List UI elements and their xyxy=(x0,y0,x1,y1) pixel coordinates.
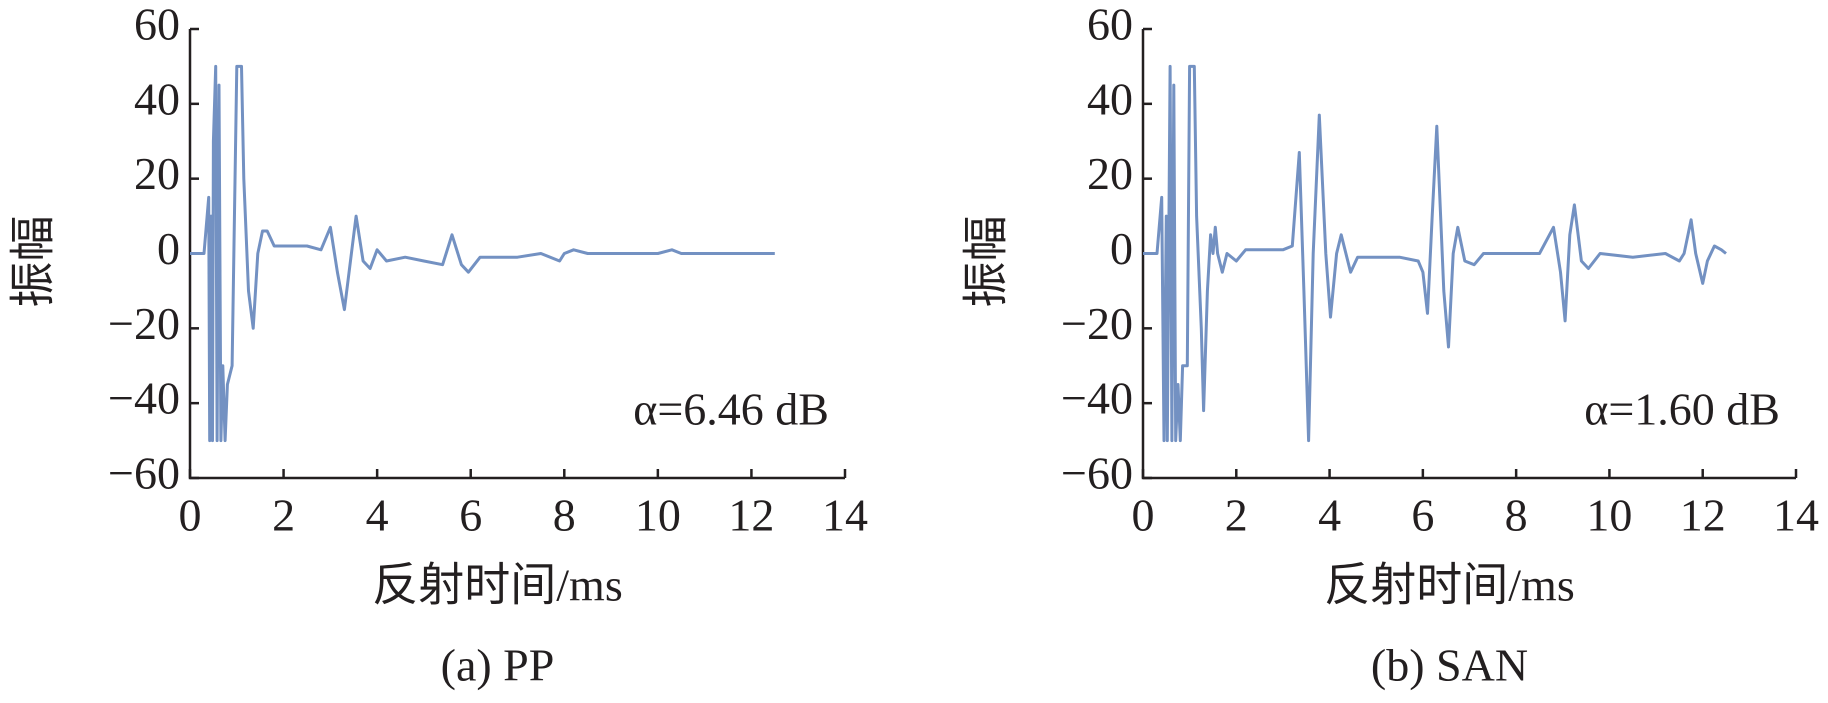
y-tick-label: 0 xyxy=(157,223,180,274)
y-axis-label: 振幅 xyxy=(8,216,59,308)
x-tick-label: 10 xyxy=(635,490,681,541)
y-tick-label: −20 xyxy=(1061,298,1133,349)
x-tick-label: 14 xyxy=(1773,490,1819,541)
x-axis-label: 反射时间/ms xyxy=(372,560,622,611)
x-tick-label: 6 xyxy=(459,490,482,541)
caption: (b) SAN xyxy=(1371,640,1528,691)
y-tick-label: −40 xyxy=(1061,373,1133,424)
y-tick-label: 20 xyxy=(1087,148,1133,199)
x-tick-label: 0 xyxy=(1132,490,1155,541)
y-tick-label: 60 xyxy=(134,0,180,50)
y-tick-label: −40 xyxy=(108,373,180,424)
x-tick-label: 2 xyxy=(1225,490,1248,541)
y-tick-label: 60 xyxy=(1087,0,1133,50)
y-tick-label: 40 xyxy=(134,73,180,124)
x-tick-label: 8 xyxy=(553,490,576,541)
x-tick-label: 12 xyxy=(728,490,774,541)
signal-line xyxy=(190,64,775,443)
x-tick-label: 0 xyxy=(179,490,202,541)
y-tick-label: 0 xyxy=(1110,223,1133,274)
annotation: α=1.60 dB xyxy=(1584,384,1780,435)
y-axis-label: 振幅 xyxy=(961,216,1012,308)
x-tick-label: 4 xyxy=(366,490,389,541)
y-tick-label: 40 xyxy=(1087,73,1133,124)
y-tick-label: 20 xyxy=(134,148,180,199)
x-tick-label: 8 xyxy=(1505,490,1528,541)
x-tick-label: 4 xyxy=(1318,490,1341,541)
x-tick-label: 2 xyxy=(272,490,295,541)
y-tick-label: −60 xyxy=(1061,448,1133,499)
x-tick-label: 14 xyxy=(822,490,868,541)
y-tick-label: −60 xyxy=(108,448,180,499)
y-tick-label: −20 xyxy=(108,298,180,349)
x-tick-label: 12 xyxy=(1680,490,1726,541)
x-tick-label: 10 xyxy=(1586,490,1632,541)
signal-line xyxy=(1143,64,1727,443)
caption: (a) PP xyxy=(441,640,555,691)
x-tick-label: 6 xyxy=(1411,490,1434,541)
annotation: α=6.46 dB xyxy=(633,384,829,435)
x-axis-label: 反射时间/ms xyxy=(1324,560,1574,611)
